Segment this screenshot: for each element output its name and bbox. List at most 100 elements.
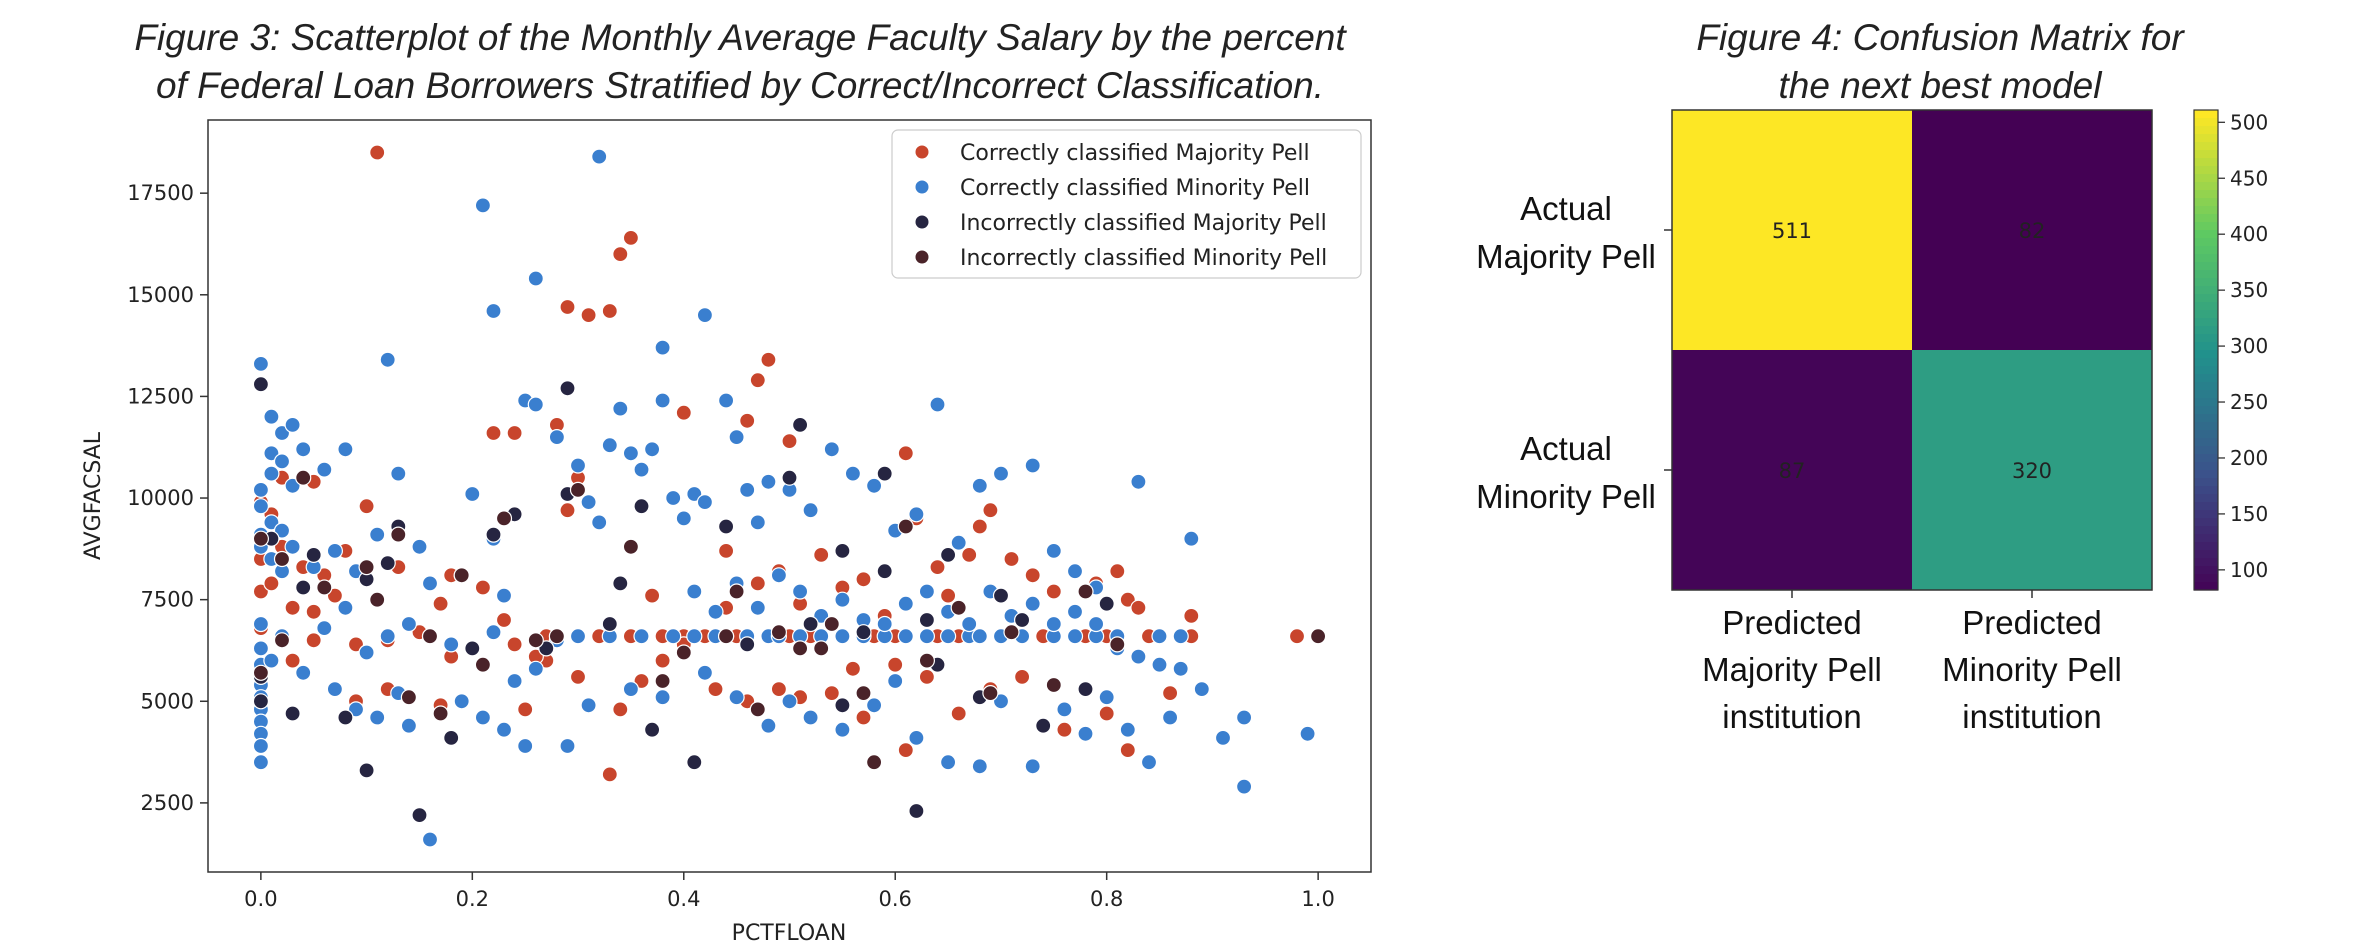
scatter-point-incorrectly-classified-majority-pell <box>601 615 618 633</box>
scatter-point-correctly-classified-minority-pell <box>1299 725 1316 742</box>
scatter-point-correctly-classified-majority-pell <box>284 652 301 669</box>
figure3-title-line2: of Federal Loan Borrowers Stratified by … <box>155 65 1325 106</box>
colorbar-segment <box>2194 118 2218 127</box>
scatter-plot-frame <box>207 119 1372 873</box>
scatter-point-correctly-classified-minority-pell <box>654 392 671 409</box>
scatter-point-correctly-classified-minority-pell <box>939 628 957 645</box>
scatter-point-incorrectly-classified-minority-pell <box>918 652 936 669</box>
scatter-point-incorrectly-classified-minority-pell <box>717 628 735 645</box>
legend-box <box>891 129 1362 279</box>
scatter-point-correctly-classified-majority-pell <box>1119 591 1136 608</box>
scatter-point-incorrectly-classified-minority-pell <box>390 526 407 543</box>
scatter-point-correctly-classified-majority-pell <box>1288 628 1306 645</box>
scatter-point-incorrectly-classified-minority-pell <box>654 672 671 690</box>
scatter-point-correctly-classified-minority-pell <box>686 583 703 600</box>
scatter-point-correctly-classified-majority-pell <box>326 587 343 604</box>
scatter-point-correctly-classified-minority-pell <box>1066 603 1084 620</box>
scatter-point-incorrectly-classified-majority-pell <box>633 498 650 515</box>
scatter-point-correctly-classified-minority-pell <box>369 526 386 543</box>
scatter-point-correctly-classified-minority-pell <box>263 652 280 669</box>
scatter-point-correctly-classified-minority-pell <box>1193 680 1210 698</box>
scatter-point-correctly-classified-minority-pell <box>252 737 269 755</box>
scatter-y-axis-label: AVGFACSAL <box>81 431 106 560</box>
scatter-point-correctly-classified-minority-pell <box>1140 754 1158 771</box>
scatter-point-incorrectly-classified-minority-pell <box>569 481 587 498</box>
confusion-cell-value: 511 <box>1772 219 1812 243</box>
scatter-point-correctly-classified-minority-pell <box>961 615 978 633</box>
scatter-point-incorrectly-classified-majority-pell <box>1035 717 1052 734</box>
scatter-point-correctly-classified-minority-pell <box>802 709 819 726</box>
scatter-point-correctly-classified-minority-pell <box>421 575 439 592</box>
scatter-point-correctly-classified-minority-pell <box>1214 729 1232 747</box>
scatter-point-incorrectly-classified-minority-pell <box>770 624 788 641</box>
scatter-point-correctly-classified-minority-pell <box>453 693 470 710</box>
x-tick-label: 0.8 <box>1090 887 1123 911</box>
legend-marker-correctly-classified-minority-pell <box>914 179 930 195</box>
colorbar-segment <box>2194 230 2218 239</box>
scatter-point-correctly-classified-minority-pell <box>696 494 714 511</box>
scatter-point-incorrectly-classified-minority-pell <box>1003 624 1020 641</box>
scatter-point-incorrectly-classified-minority-pell <box>813 640 830 657</box>
confusion-matrix: 511 82 87 320 Actual Majority Pell Actual Minor… <box>1476 109 2153 735</box>
scatter-point-correctly-classified-minority-pell <box>1130 648 1147 665</box>
figure4-title: Figure 4: Confusion Matrix for the next … <box>1640 14 2240 110</box>
scatter-point-incorrectly-classified-majority-pell <box>284 705 301 722</box>
scatter-point-correctly-classified-majority-pell <box>897 445 914 462</box>
scatter-point-correctly-classified-minority-pell <box>696 664 714 681</box>
colorbar-segment <box>2194 566 2218 575</box>
scatter-point-correctly-classified-majority-pell <box>813 546 830 564</box>
scatter-point-correctly-classified-minority-pell <box>696 307 714 324</box>
col-label-line: institution <box>1962 698 2101 735</box>
scatter-point-correctly-classified-minority-pell <box>770 567 788 584</box>
scatter-point-correctly-classified-minority-pell <box>1172 660 1189 677</box>
scatter-point-correctly-classified-majority-pell <box>305 603 322 620</box>
scatter-point-incorrectly-classified-majority-pell <box>834 542 851 560</box>
scatter-point-correctly-classified-majority-pell <box>263 575 280 592</box>
scatter-point-correctly-classified-minority-pell <box>887 672 904 690</box>
scatter-point-correctly-classified-majority-pell <box>612 246 629 263</box>
scatter-point-correctly-classified-majority-pell <box>971 518 988 535</box>
scatter-point-correctly-classified-minority-pell <box>1235 778 1253 795</box>
scatter-point-correctly-classified-majority-pell <box>897 741 914 759</box>
scatter-point-correctly-classified-minority-pell <box>295 441 312 458</box>
scatter-point-correctly-classified-majority-pell <box>1109 563 1126 580</box>
scatter-point-correctly-classified-majority-pell <box>707 680 724 698</box>
scatter-point-correctly-classified-minority-pell <box>464 485 481 503</box>
scatter-point-correctly-classified-minority-pell <box>643 441 661 458</box>
row-label-line: Majority Pell <box>1476 238 1656 275</box>
scatter-point-correctly-classified-majority-pell <box>823 684 840 702</box>
scatter-point-correctly-classified-minority-pell <box>749 599 766 616</box>
scatter-point-correctly-classified-majority-pell <box>506 424 523 442</box>
scatter-point-correctly-classified-minority-pell <box>686 485 703 503</box>
scatter-point-correctly-classified-majority-pell <box>717 542 735 560</box>
colorbar-segment <box>2194 318 2218 327</box>
scatter-point-incorrectly-classified-majority-pell <box>1098 595 1115 612</box>
scatter-point-correctly-classified-minority-pell <box>337 441 354 458</box>
colorbar-segment <box>2194 110 2218 119</box>
scatter-point-correctly-classified-minority-pell <box>1087 615 1105 633</box>
scatter-point-correctly-classified-minority-pell <box>1024 457 1041 474</box>
scatter-point-correctly-classified-majority-pell <box>305 632 322 649</box>
scatter-point-correctly-classified-minority-pell <box>358 644 375 661</box>
scatter-point-incorrectly-classified-majority-pell <box>305 546 322 564</box>
scatter-point-correctly-classified-minority-pell <box>284 416 301 433</box>
scatter-point-incorrectly-classified-minority-pell <box>273 632 291 649</box>
scatter-point-correctly-classified-minority-pell <box>1066 563 1084 580</box>
scatter-point-correctly-classified-minority-pell <box>1045 615 1062 633</box>
scatter-point-incorrectly-classified-majority-pell <box>908 802 925 820</box>
scatter-point-incorrectly-classified-majority-pell <box>855 624 872 641</box>
scatter-point-incorrectly-classified-minority-pell <box>495 510 513 527</box>
scatter-point-correctly-classified-minority-pell <box>485 624 502 641</box>
scatter-point-correctly-classified-minority-pell <box>316 461 333 478</box>
scatter-point-correctly-classified-minority-pell <box>918 583 936 600</box>
scatter-point-correctly-classified-minority-pell <box>971 477 988 494</box>
colorbar-tick-label: 200 <box>2230 446 2268 470</box>
scatter-point-correctly-classified-majority-pell <box>633 672 650 690</box>
scatter-point-correctly-classified-minority-pell <box>379 628 396 645</box>
scatter-point-incorrectly-classified-minority-pell <box>1309 628 1327 645</box>
figure4-title-line2: the next best model <box>1778 65 2102 106</box>
scatter-point-correctly-classified-majority-pell <box>1003 550 1020 568</box>
scatter-point-incorrectly-classified-minority-pell <box>749 701 766 718</box>
confusion-cell <box>1672 350 1912 590</box>
scatter-point-correctly-classified-majority-pell <box>918 668 936 686</box>
